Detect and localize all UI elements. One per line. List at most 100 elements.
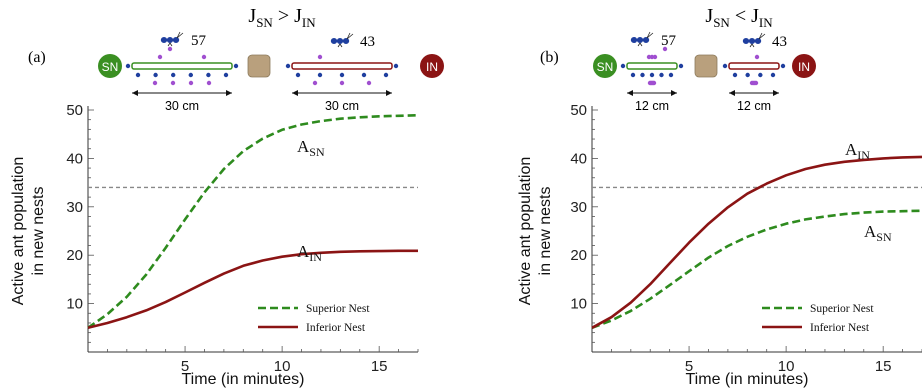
chart-title: JSN < JIN bbox=[705, 5, 773, 30]
ant-leg bbox=[169, 42, 173, 47]
path-end-dot bbox=[285, 63, 291, 69]
ant-antenna bbox=[758, 33, 766, 40]
ant-antenna bbox=[176, 32, 184, 39]
ant-dot bbox=[366, 80, 372, 86]
ant-dot bbox=[312, 80, 318, 86]
ant-body bbox=[754, 38, 762, 44]
ant-dot bbox=[206, 72, 211, 78]
ant-dot bbox=[153, 72, 158, 78]
ant-antenna bbox=[758, 32, 763, 40]
ant-dot bbox=[317, 54, 323, 60]
distance-label: 12 cm bbox=[635, 99, 669, 113]
y-tick-label: 10 bbox=[570, 296, 587, 313]
superior-nest-ant-count: 57 bbox=[661, 33, 677, 49]
ant-leg bbox=[337, 43, 341, 48]
ant-dot bbox=[206, 80, 212, 86]
path-end-dot bbox=[620, 63, 626, 69]
y-tick-label: 10 bbox=[66, 296, 83, 313]
legend: Superior Nest Inferior Nest bbox=[258, 303, 370, 334]
series-line-sn bbox=[591, 209, 922, 330]
ant-dot bbox=[662, 46, 668, 52]
ant-leg bbox=[751, 43, 755, 48]
series-line-in bbox=[591, 155, 922, 329]
home-nest-icon bbox=[247, 54, 271, 78]
distance-label: 30 cm bbox=[165, 99, 199, 113]
legend-label-in: Inferior Nest bbox=[810, 322, 870, 334]
ant-dot bbox=[732, 72, 738, 78]
inferior-path-bar bbox=[291, 62, 393, 70]
superior-distance: 30 cm bbox=[132, 90, 232, 113]
superior-path-bar bbox=[626, 62, 678, 70]
ant-icon bbox=[330, 32, 354, 48]
ant-dot bbox=[753, 80, 759, 86]
ant-dot bbox=[668, 72, 674, 78]
ant-dot bbox=[361, 72, 367, 78]
path-end-dot bbox=[393, 63, 399, 69]
ant-dot bbox=[770, 72, 776, 78]
ant-body bbox=[330, 38, 338, 44]
ant-dot bbox=[188, 80, 194, 86]
ant-dot bbox=[167, 46, 173, 52]
inferior-nest-label: IN bbox=[798, 60, 810, 74]
superior-nest-icon bbox=[98, 54, 122, 78]
inferior-nest-ant-count: 43 bbox=[360, 34, 375, 50]
y-tick-label: 50 bbox=[66, 102, 83, 119]
legend-label-sn: Superior Nest bbox=[810, 303, 874, 315]
panel-label: (b) bbox=[540, 49, 559, 66]
x-tick-label: 10 bbox=[274, 358, 291, 375]
curve-label-in: AIN bbox=[845, 140, 870, 162]
inferior-nest-icon bbox=[792, 54, 816, 78]
series-line-sn bbox=[87, 114, 419, 329]
ant-dot bbox=[651, 80, 657, 86]
arrowhead bbox=[292, 90, 298, 96]
path-end-dot bbox=[125, 63, 131, 69]
x-tick-label: 5 bbox=[181, 358, 189, 375]
legend: Superior Nest Inferior Nest bbox=[762, 303, 874, 334]
arrowhead bbox=[773, 90, 779, 96]
y-axis-title: Active ant population in new nests bbox=[10, 157, 47, 306]
curve-label-sn: ASN bbox=[864, 222, 892, 244]
inferior-path-bar bbox=[728, 62, 780, 70]
ant-antenna bbox=[346, 32, 351, 40]
ant-body bbox=[742, 38, 750, 44]
ant-dot bbox=[640, 72, 645, 78]
ant-leg bbox=[339, 43, 343, 48]
ant-body bbox=[748, 38, 756, 44]
ant-dot bbox=[152, 80, 158, 86]
chart-panel-b: JSN < JIN (b) SN IN 57 43 12 cm 12 cm 10 20 30 40 50… bbox=[517, 5, 922, 388]
inferior-distance: 12 cm bbox=[729, 90, 779, 113]
path-end-dot bbox=[722, 63, 728, 69]
ant-body bbox=[342, 38, 350, 44]
ant-body bbox=[630, 37, 638, 43]
inferior-nest-icon bbox=[420, 54, 444, 78]
panel-label: (a) bbox=[28, 49, 46, 66]
ant-dot bbox=[339, 72, 345, 78]
ant-icon bbox=[160, 31, 184, 47]
inferior-distance: 30 cm bbox=[292, 90, 392, 113]
superior-nest-icon bbox=[593, 54, 617, 78]
x-tick-label: 10 bbox=[778, 358, 795, 375]
ant-dot bbox=[758, 72, 763, 78]
y-tick-label: 40 bbox=[66, 150, 83, 167]
arrowhead bbox=[226, 90, 232, 96]
distance-label: 30 cm bbox=[325, 99, 359, 113]
ant-leg bbox=[167, 42, 171, 47]
ant-leg bbox=[749, 43, 753, 48]
y-tick-label: 20 bbox=[66, 247, 83, 264]
superior-nest-ant-count: 57 bbox=[191, 33, 207, 49]
chart-title: JSN > JIN bbox=[248, 5, 316, 30]
x-tick-label: 15 bbox=[371, 358, 388, 375]
ant-leg bbox=[637, 42, 641, 47]
ant-dot bbox=[339, 80, 345, 86]
ant-body bbox=[336, 38, 344, 44]
ant-icon bbox=[630, 31, 654, 47]
superior-path-bar bbox=[131, 62, 233, 70]
series-line-in bbox=[87, 249, 418, 330]
ant-dot bbox=[317, 72, 323, 78]
y-axis-title: Active ant population in new nests bbox=[517, 157, 554, 306]
path-end-dot bbox=[678, 63, 684, 69]
arrowhead bbox=[386, 90, 392, 96]
nest-schematic: SN IN 57 43 30 cm 30 cm bbox=[98, 31, 444, 113]
y-tick-label: 30 bbox=[570, 199, 587, 216]
